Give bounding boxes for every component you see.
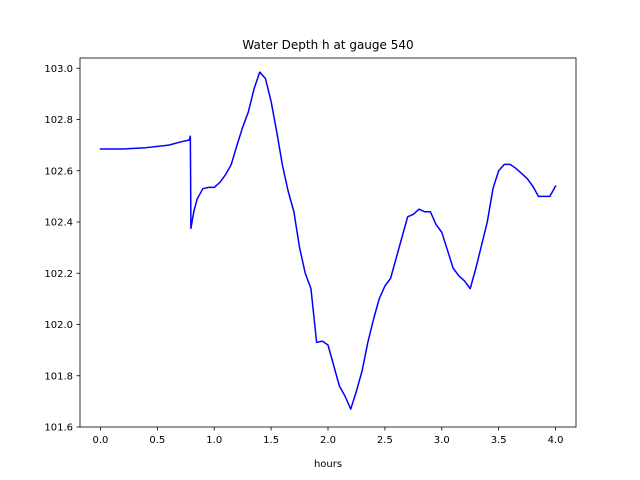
x-tick-label: 3.5 bbox=[491, 435, 507, 446]
y-tick-label: 102.4 bbox=[44, 218, 73, 229]
x-tick-label: 0.0 bbox=[93, 435, 109, 446]
series-line-0 bbox=[99, 71, 557, 410]
y-tick-label: 101.6 bbox=[44, 423, 73, 434]
x-tick-label: 0.5 bbox=[149, 435, 165, 446]
y-tick-label: 102.2 bbox=[44, 269, 73, 280]
y-tick-label: 102.0 bbox=[44, 320, 73, 331]
y-tick-label: 103.0 bbox=[44, 64, 73, 75]
y-tick-label: 102.6 bbox=[44, 166, 73, 177]
x-tick-label: 1.0 bbox=[206, 435, 222, 446]
plot-area bbox=[99, 71, 557, 410]
x-tick-label: 3.0 bbox=[434, 435, 450, 446]
y-tick-label: 101.8 bbox=[44, 371, 73, 382]
chart-title: Water Depth h at gauge 540 bbox=[242, 38, 413, 52]
x-tick-label: 4.0 bbox=[548, 435, 564, 446]
x-axis-label: hours bbox=[314, 459, 342, 470]
axes: 0.0 0.5 1.0 1.5 2.0 2.5 3.0 3.5 4.0 101.6 101.8 102… bbox=[44, 57, 577, 446]
y-tick-label: 102.8 bbox=[44, 115, 73, 126]
x-tick-label: 1.5 bbox=[263, 435, 279, 446]
x-tick-label: 2.0 bbox=[320, 435, 336, 446]
x-tick-label: 2.5 bbox=[377, 435, 393, 446]
